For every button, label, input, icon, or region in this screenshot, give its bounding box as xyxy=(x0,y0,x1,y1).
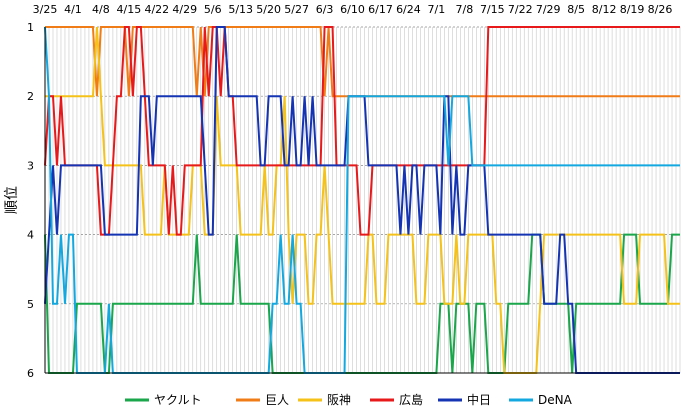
y-tick-label: 1 xyxy=(27,21,34,34)
x-tick-label: 4/22 xyxy=(144,3,169,16)
legend-label: 巨人 xyxy=(265,393,289,407)
series-line-2 xyxy=(45,26,680,374)
series-line-5 xyxy=(44,26,680,374)
vertical-gridlines xyxy=(44,27,681,373)
legend-label: 中日 xyxy=(467,392,491,407)
series-line-3 xyxy=(44,26,680,236)
legend-label: 広島 xyxy=(399,392,423,407)
x-tick-label: 4/15 xyxy=(117,3,142,16)
x-tick-label: 8/12 xyxy=(592,3,617,16)
series-line-4 xyxy=(44,26,680,374)
series-line-1 xyxy=(45,26,680,98)
y-tick-label: 2 xyxy=(27,90,34,103)
x-tick-label: 7/1 xyxy=(428,3,446,16)
legend-label: 阪神 xyxy=(327,393,351,407)
x-tick-label: 7/22 xyxy=(508,3,533,16)
x-tick-label: 3/25 xyxy=(33,3,58,16)
x-tick-label: 8/19 xyxy=(620,3,645,16)
y-tick-label: 4 xyxy=(27,229,34,242)
x-tick-label: 7/8 xyxy=(455,3,473,16)
x-tick-label: 4/1 xyxy=(64,3,82,16)
y-tick-label: 3 xyxy=(27,159,34,172)
series-lines xyxy=(44,26,680,374)
x-tick-label: 8/5 xyxy=(567,3,585,16)
x-tick-label: 8/26 xyxy=(648,3,673,16)
y-tick-label: 5 xyxy=(27,298,34,311)
x-tick-label: 4/29 xyxy=(172,3,197,16)
y-axis-label: 順位 xyxy=(4,186,20,214)
x-tick-labels: 3/25 4/1 4/8 4/15 4/22 4/29 5/6 5/13 5/20 5/27 6/3… xyxy=(33,3,673,16)
x-tick-label: 7/15 xyxy=(480,3,505,16)
y-tick-labels: 1 2 3 4 5 6 xyxy=(27,21,34,380)
x-tick-label: 4/8 xyxy=(92,3,110,16)
legend: ヤクルト 巨人 阪神 広島 中日 DeNA xyxy=(125,392,573,407)
x-tick-label: 6/10 xyxy=(340,3,365,16)
x-tick-label: 5/13 xyxy=(228,3,253,16)
x-tick-label: 6/17 xyxy=(368,3,393,16)
x-tick-label: 5/6 xyxy=(204,3,222,16)
y-tick-label: 6 xyxy=(27,367,34,380)
x-tick-label: 6/3 xyxy=(316,3,334,16)
x-tick-label: 5/20 xyxy=(256,3,281,16)
x-tick-label: 5/27 xyxy=(284,3,309,16)
horizontal-gridlines xyxy=(45,26,680,374)
legend-label: DeNA xyxy=(538,393,573,407)
x-tick-label: 6/24 xyxy=(396,3,421,16)
x-tick-label: 7/29 xyxy=(536,3,561,16)
legend-label: ヤクルト xyxy=(154,393,202,407)
axes xyxy=(44,27,680,374)
